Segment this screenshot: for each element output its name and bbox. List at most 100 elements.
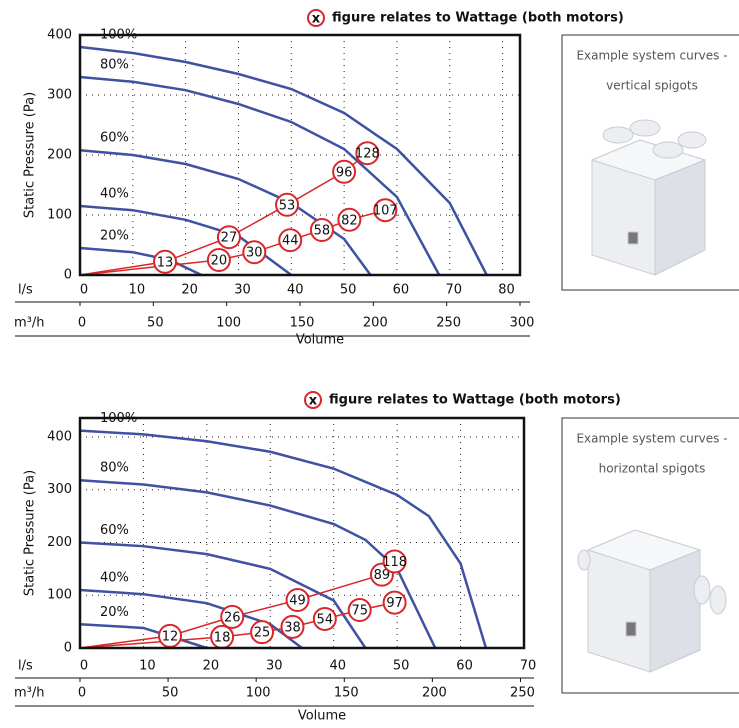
x-axis-title: Volume — [296, 333, 344, 348]
curve-label: 20% — [100, 229, 129, 244]
curve-label: 80% — [100, 461, 129, 476]
curve-label: 60% — [100, 131, 129, 146]
wattage-point — [312, 606, 337, 631]
wattage-point — [382, 590, 407, 615]
wattage-label: 89 — [374, 568, 391, 583]
legend-symbol: x — [309, 394, 318, 409]
x-unit: l/s — [18, 659, 33, 674]
wattage-label: 82 — [341, 213, 358, 228]
fan-curve — [79, 623, 208, 650]
curve-label: 40% — [100, 187, 129, 202]
product-image — [577, 529, 727, 673]
x2-tick-label: 250 — [510, 686, 535, 701]
x-tick-label: 40 — [329, 659, 346, 674]
curve-label: 40% — [100, 570, 129, 585]
x-tick-label: 50 — [340, 283, 357, 298]
y-axis-title: Static Pressure (Pa) — [23, 470, 38, 596]
x2-unit: m³/h — [14, 686, 45, 701]
wattage-point — [355, 141, 380, 166]
wattage-point — [347, 598, 372, 623]
wattage-label: 54 — [317, 612, 334, 627]
wattage-point — [309, 218, 334, 242]
x-tick-label: 40 — [287, 283, 304, 298]
caption: vertical spigots — [606, 79, 698, 93]
wattage-point — [242, 240, 267, 265]
wattage-point — [382, 549, 407, 574]
plot-frame — [78, 416, 526, 650]
x2-tick-label: 300 — [510, 316, 535, 331]
product-box: Example system curves - vertical spigots — [561, 34, 739, 291]
y-tick-label: 300 — [47, 88, 72, 103]
wattage-point — [250, 620, 275, 645]
x-tick-label: 0 — [80, 659, 88, 674]
legend-text: figure relates to Wattage (both motors) — [329, 393, 621, 408]
fan-curve — [79, 148, 372, 276]
x-tick-label: 10 — [129, 283, 146, 298]
fan-curve — [79, 246, 203, 277]
wattage-label: 97 — [386, 596, 403, 611]
curve-label: 20% — [100, 605, 129, 620]
curve-label: 80% — [100, 58, 129, 73]
legend-marker — [307, 9, 325, 27]
x-tick-label: 10 — [139, 659, 156, 674]
wattage-point — [206, 248, 231, 272]
wattage-label: 118 — [382, 555, 407, 570]
wattage-point — [332, 159, 357, 184]
wattage-point — [278, 228, 303, 253]
curve-label: 60% — [100, 523, 129, 538]
wattage-label: 12 — [162, 629, 179, 644]
wattage-label: 38 — [284, 620, 301, 635]
wattage-point — [337, 207, 362, 232]
y-tick-label: 200 — [47, 535, 72, 550]
wattage-label: 49 — [289, 593, 306, 608]
x-unit: l/s — [18, 283, 33, 298]
x-tick-label: 70 — [520, 659, 537, 674]
x2-tick-label: 200 — [363, 316, 388, 331]
wattage-point — [285, 587, 310, 612]
wattage-label: 96 — [336, 165, 353, 180]
x2-tick-label: 100 — [246, 686, 271, 701]
fan-curve — [79, 588, 303, 650]
x2-unit: m³/h — [14, 316, 45, 331]
y-tick-label: 400 — [47, 28, 72, 43]
wattage-label: 13 — [157, 255, 174, 270]
product-image — [590, 119, 707, 276]
caption: horizontal spigots — [599, 462, 706, 476]
x2-tick-label: 0 — [78, 686, 86, 701]
x-tick-label: 80 — [498, 283, 515, 298]
wattage-label: 75 — [351, 604, 368, 619]
wattage-label: 44 — [282, 234, 299, 249]
caption: Example system curves - — [576, 432, 727, 446]
wattage-label: 27 — [221, 231, 238, 246]
wattage-point — [280, 614, 305, 639]
wattage-point — [153, 249, 178, 274]
wattage-label: 107 — [373, 204, 398, 219]
wattage-point — [216, 225, 241, 250]
product-box: Example system curves - horizontal spigo… — [561, 417, 739, 694]
fan-curve — [79, 45, 488, 276]
legend-marker — [304, 391, 322, 409]
x-tick-label: 60 — [393, 283, 410, 298]
x-tick-label: 20 — [181, 283, 198, 298]
x2-tick-label: 100 — [216, 316, 241, 331]
x2-tick-label: 50 — [162, 686, 179, 701]
wattage-label: 25 — [254, 626, 271, 641]
y-tick-label: 100 — [47, 588, 72, 603]
wattage-label: 18 — [214, 630, 231, 645]
y-tick-label: 300 — [47, 482, 72, 497]
y-tick-label: 0 — [64, 268, 72, 283]
x-tick-label: 30 — [234, 283, 251, 298]
y-tick-label: 0 — [64, 641, 72, 656]
x2-tick-label: 150 — [334, 686, 359, 701]
x2-tick-label: 50 — [147, 316, 164, 331]
caption: Example system curves - — [576, 49, 727, 63]
wattage-label: 53 — [279, 198, 296, 213]
x2-tick-label: 250 — [436, 316, 461, 331]
wattage-label: 58 — [314, 224, 331, 239]
x2-tick-label: 0 — [78, 316, 86, 331]
x-tick-label: 70 — [445, 283, 462, 298]
y-axis-title: Static Pressure (Pa) — [23, 92, 38, 218]
x-tick-label: 50 — [393, 659, 410, 674]
x-tick-label: 30 — [266, 659, 283, 674]
fan-curve — [79, 429, 488, 649]
